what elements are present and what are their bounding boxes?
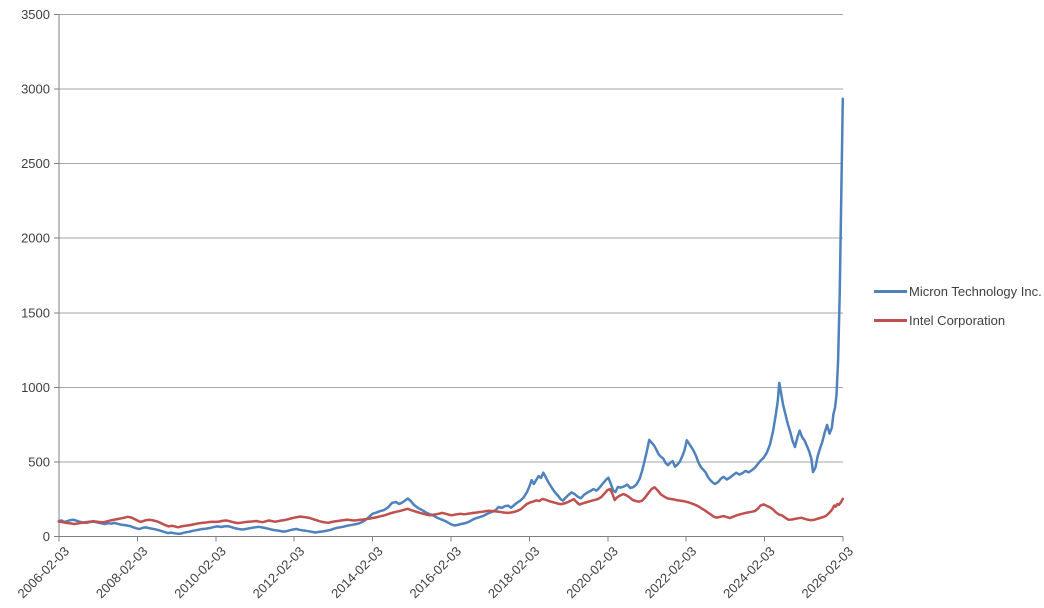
x-axis-tick-label: 2022-02-03: [642, 544, 700, 602]
legend-line-swatch-intel: [874, 319, 907, 322]
x-axis-tick-label: 2008-02-03: [93, 544, 151, 602]
x-axis-tick-label: 2024-02-03: [720, 544, 778, 602]
legend-item-micron: Micron Technology Inc.: [874, 277, 1042, 306]
x-axis-tick-label: 2006-02-03: [14, 544, 72, 602]
y-axis-tick-label: 2000: [21, 231, 50, 246]
y-axis-tick-label: 3500: [21, 7, 50, 22]
x-axis-tick-label: 2026-02-03: [798, 544, 856, 602]
legend-line-swatch-micron: [874, 290, 907, 293]
y-axis-tick-label: 500: [28, 454, 50, 469]
x-axis-tick-label: 2014-02-03: [328, 544, 386, 602]
y-axis-tick-label: 2500: [21, 156, 50, 171]
chart-legend: Micron Technology Inc. Intel Corporation: [874, 277, 1042, 335]
x-axis-tick-label: 2018-02-03: [485, 544, 543, 602]
legend-label-micron: Micron Technology Inc.: [909, 284, 1042, 299]
y-axis-tick-label: 3000: [21, 82, 50, 97]
y-axis-tick-label: 1000: [21, 380, 50, 395]
x-axis-tick-label: 2020-02-03: [563, 544, 621, 602]
series-line-micron: [57, 97, 845, 536]
x-axis-tick-label: 2010-02-03: [171, 544, 229, 602]
x-axis-tick-label: 2016-02-03: [406, 544, 464, 602]
legend-label-intel: Intel Corporation: [909, 313, 1006, 328]
series-line-intel: [57, 486, 845, 529]
x-axis-tick-label: 2012-02-03: [250, 544, 308, 602]
y-axis-tick-label: 1500: [21, 305, 50, 320]
y-axis-tick-label: 0: [43, 529, 50, 544]
legend-item-intel: Intel Corporation: [874, 306, 1042, 335]
